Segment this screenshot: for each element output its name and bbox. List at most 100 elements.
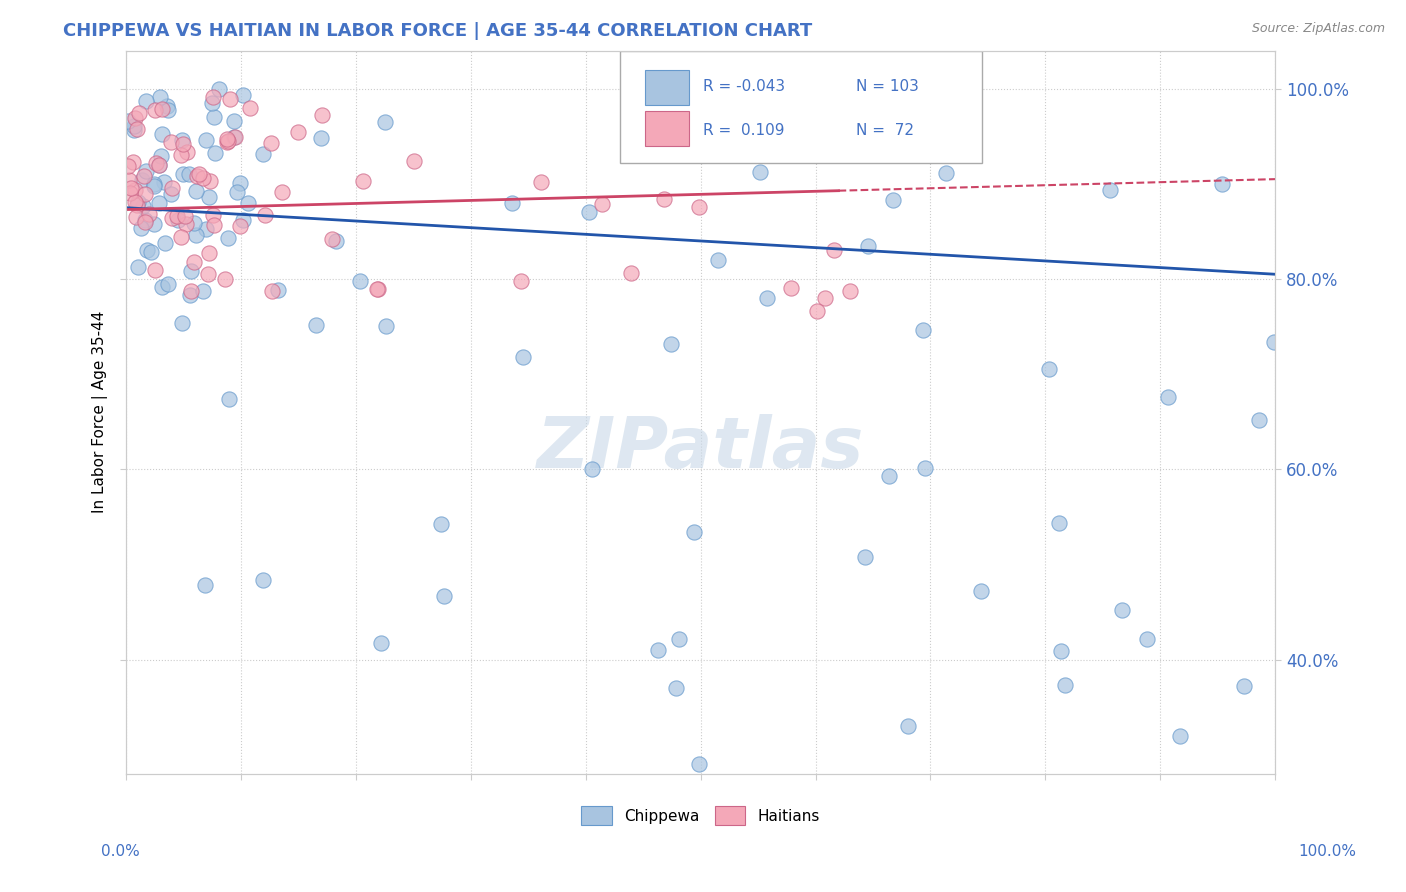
Point: [1049, 644, 1071, 658]
Point: [706, 252, 728, 267]
Point: [287, 125, 309, 139]
Point: [652, 192, 675, 206]
Point: [127, 260, 149, 274]
Point: [325, 234, 347, 248]
Point: [311, 108, 333, 122]
Point: [131, 221, 153, 235]
Point: [117, 114, 139, 128]
Point: [180, 263, 202, 277]
Point: [856, 238, 879, 252]
Point: [135, 163, 157, 178]
Point: [349, 274, 371, 288]
Point: [122, 120, 145, 134]
Point: [214, 272, 236, 286]
Point: [166, 212, 188, 227]
Point: [120, 181, 142, 195]
Point: [125, 211, 148, 225]
Point: [177, 167, 200, 181]
Text: ZIPatlas: ZIPatlas: [537, 414, 865, 483]
Point: [430, 516, 453, 531]
Point: [814, 291, 837, 305]
Point: [176, 145, 198, 160]
Point: [1098, 183, 1121, 197]
Point: [134, 215, 156, 229]
Point: [512, 350, 534, 364]
Point: [149, 90, 172, 104]
Point: [186, 169, 208, 183]
Point: [252, 573, 274, 587]
Point: [823, 243, 845, 257]
Point: [1233, 679, 1256, 693]
Point: [170, 133, 193, 147]
Point: [173, 209, 195, 223]
Point: [370, 636, 392, 650]
Point: [183, 255, 205, 269]
Point: [217, 231, 239, 245]
Point: [187, 167, 209, 181]
Point: [217, 134, 239, 148]
Bar: [645, 70, 689, 105]
Point: [232, 87, 254, 102]
Point: [117, 159, 139, 173]
Point: [135, 95, 157, 109]
Point: [912, 323, 935, 337]
Point: [591, 196, 613, 211]
Point: [266, 284, 288, 298]
Point: [252, 146, 274, 161]
Point: [148, 158, 170, 172]
Point: [183, 216, 205, 230]
Point: [191, 285, 214, 299]
Point: [191, 171, 214, 186]
Point: [170, 148, 193, 162]
Text: 0.0%: 0.0%: [101, 845, 141, 859]
Point: [260, 136, 283, 150]
Point: [145, 155, 167, 169]
Point: [174, 217, 197, 231]
Point: [232, 213, 254, 227]
Point: [195, 221, 218, 235]
Point: [914, 461, 936, 475]
Point: [935, 166, 957, 180]
Point: [172, 167, 194, 181]
Point: [122, 122, 145, 136]
Point: [225, 186, 247, 200]
Point: [877, 469, 900, 483]
Point: [128, 106, 150, 120]
Point: [153, 175, 176, 189]
Point: [179, 288, 201, 302]
Text: R = -0.043: R = -0.043: [703, 79, 785, 95]
Bar: [645, 112, 689, 146]
Point: [202, 90, 225, 104]
Point: [321, 232, 343, 246]
Point: [433, 589, 456, 603]
Point: [215, 135, 238, 149]
Point: [530, 176, 553, 190]
Point: [1247, 413, 1270, 427]
Point: [180, 285, 202, 299]
Point: [197, 267, 219, 281]
Point: [581, 462, 603, 476]
Point: [1136, 632, 1159, 646]
Point: [194, 577, 217, 591]
Point: [647, 642, 669, 657]
Point: [134, 212, 156, 227]
Point: [1168, 729, 1191, 743]
Point: [131, 173, 153, 187]
Point: [132, 199, 155, 213]
Point: [156, 99, 179, 113]
Point: [367, 282, 389, 296]
Point: [217, 132, 239, 146]
Point: [510, 274, 533, 288]
Point: [366, 282, 388, 296]
Point: [149, 149, 172, 163]
Point: [969, 583, 991, 598]
Point: [1111, 602, 1133, 616]
Point: [202, 110, 225, 124]
Point: [143, 177, 166, 191]
Point: [157, 103, 180, 118]
Point: [689, 757, 711, 772]
Point: [127, 122, 149, 136]
Point: [218, 92, 240, 106]
Point: [668, 632, 690, 647]
Point: [127, 195, 149, 210]
